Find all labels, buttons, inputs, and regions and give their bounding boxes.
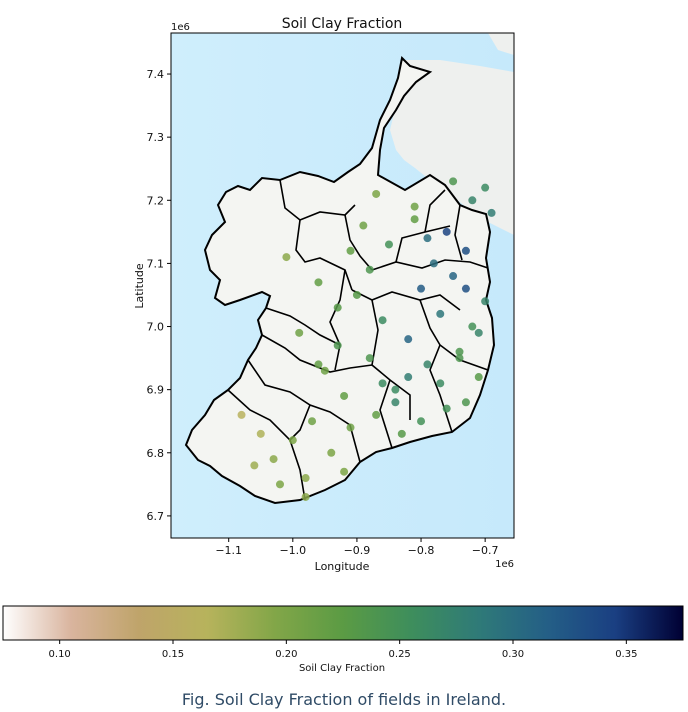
colorbar-tick-label: 0.25 — [389, 649, 411, 660]
data-point — [474, 328, 483, 337]
data-point — [391, 385, 400, 394]
data-point — [275, 480, 284, 489]
colorbar-ticks: 0.10 0.15 0.20 0.25 0.30 0.35 — [49, 640, 637, 660]
data-point — [417, 417, 426, 426]
data-point — [410, 202, 419, 211]
data-point — [359, 221, 368, 230]
data-point — [314, 360, 323, 369]
data-point — [288, 436, 297, 445]
data-point — [449, 272, 458, 281]
data-point — [455, 354, 464, 363]
data-point — [410, 215, 419, 224]
data-point — [481, 183, 490, 192]
data-point — [372, 189, 381, 198]
data-point — [449, 177, 458, 186]
data-point — [487, 208, 496, 217]
data-point — [282, 253, 291, 262]
y-offset-label: 1e6 — [171, 22, 190, 33]
data-point — [423, 360, 432, 369]
y-axis-ticks: 6.7 6.8 6.9 7.0 7.1 7.2 7.3 7.4 — [147, 68, 171, 523]
y-tick-label: 6.7 — [147, 510, 165, 523]
data-point — [429, 259, 438, 268]
data-point — [365, 354, 374, 363]
data-point — [423, 234, 432, 243]
data-point — [333, 303, 342, 312]
x-axis-label: Longitude — [315, 560, 370, 573]
y-tick-label: 6.9 — [147, 384, 165, 397]
data-point — [301, 474, 310, 483]
y-tick-label: 7.0 — [147, 321, 165, 334]
data-point — [295, 328, 304, 337]
colorbar-tick-label: 0.10 — [49, 649, 71, 660]
data-point — [461, 398, 470, 407]
colorbar-tick-label: 0.20 — [275, 649, 297, 660]
plot-area — [170, 32, 515, 539]
data-point — [404, 335, 413, 344]
data-point — [397, 429, 406, 438]
data-point — [461, 246, 470, 255]
data-point — [436, 309, 445, 318]
y-tick-label: 7.4 — [147, 68, 165, 81]
data-point — [481, 297, 490, 306]
y-axis-label: Latitude — [133, 263, 146, 309]
data-point — [333, 341, 342, 350]
data-point — [378, 379, 387, 388]
x-tick-label: −0.7 — [472, 544, 499, 557]
data-point — [352, 290, 361, 299]
data-point — [461, 284, 470, 293]
x-axis-ticks: −1.1 −1.0 −0.9 −0.8 −0.7 — [215, 538, 499, 557]
data-point — [404, 373, 413, 382]
data-point — [442, 227, 451, 236]
y-tick-label: 6.8 — [147, 447, 165, 460]
colorbar-gradient — [2, 605, 684, 641]
data-point — [391, 398, 400, 407]
data-point — [468, 196, 477, 205]
uk-landmass — [390, 60, 514, 235]
data-point — [340, 391, 349, 400]
data-point — [308, 417, 317, 426]
figure-caption: Fig. Soil Clay Fraction of fields in Ire… — [181, 690, 507, 709]
data-points — [237, 177, 496, 501]
y-tick-label: 7.2 — [147, 194, 165, 207]
colorbar-label: Soil Clay Fraction — [299, 663, 385, 674]
data-point — [442, 404, 451, 413]
data-point — [301, 492, 310, 501]
y-tick-label: 7.3 — [147, 131, 165, 144]
data-point — [365, 265, 374, 274]
data-point — [237, 410, 246, 419]
data-point — [417, 284, 426, 293]
x-tick-label: −0.8 — [408, 544, 435, 557]
scotland-tip — [488, 33, 514, 55]
data-point — [327, 448, 336, 457]
data-point — [372, 410, 381, 419]
colorbar-tick-label: 0.35 — [615, 649, 637, 660]
y-tick-label: 7.1 — [147, 257, 165, 270]
colorbar-tick-label: 0.15 — [162, 649, 184, 660]
colorbar: 0.10 0.15 0.20 0.25 0.30 0.35 Soil Clay Fract… — [2, 605, 684, 674]
data-point — [384, 240, 393, 249]
axes-frame — [170, 32, 515, 539]
ireland-landmass — [184, 55, 496, 505]
data-point — [468, 322, 477, 331]
colorbar-tick-label: 0.30 — [502, 649, 524, 660]
data-point — [340, 467, 349, 476]
data-point — [346, 246, 355, 255]
chart-title: Soil Clay Fraction — [282, 16, 403, 32]
data-point — [256, 429, 265, 438]
data-point — [346, 423, 355, 432]
data-point — [250, 461, 259, 470]
x-offset-label: 1e6 — [495, 559, 514, 570]
data-point — [436, 379, 445, 388]
data-point — [455, 347, 464, 356]
x-tick-label: −1.1 — [215, 544, 242, 557]
data-point — [314, 278, 323, 287]
data-point — [320, 366, 329, 375]
x-tick-label: −0.9 — [344, 544, 371, 557]
data-point — [378, 316, 387, 325]
data-point — [269, 455, 278, 464]
x-tick-label: −1.0 — [279, 544, 306, 557]
data-point — [474, 373, 483, 382]
